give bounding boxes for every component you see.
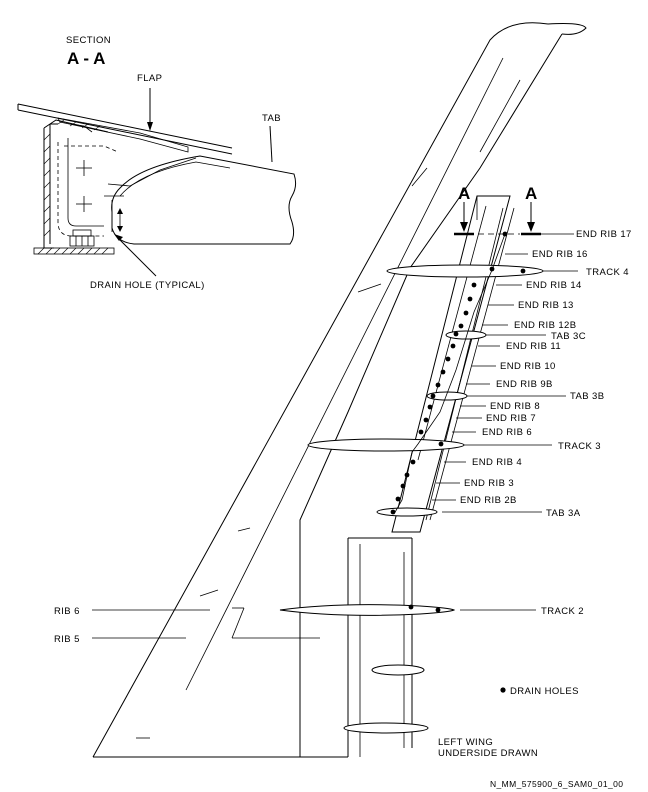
drain-hole — [395, 496, 401, 502]
drain-hole — [408, 604, 414, 610]
crosshair-marks — [76, 160, 92, 212]
drain-hole — [520, 268, 526, 274]
drain-fitting — [69, 229, 95, 247]
figure-id: N_MM_575900_6_SAM0_01_00 — [490, 779, 623, 789]
section-heading: SECTION — [66, 35, 111, 46]
drain-hole — [438, 441, 444, 447]
drain-hole — [400, 483, 406, 489]
drain-holes — [390, 231, 526, 613]
label-end-rib-13: END RIB 13 — [518, 300, 574, 311]
drain-hole — [463, 310, 469, 316]
label-end-rib-16: END RIB 16 — [532, 249, 588, 260]
label-rib-6: RIB 6 — [54, 606, 80, 617]
drain-hole — [450, 343, 456, 349]
drain-hole — [427, 404, 433, 410]
tab-body — [104, 155, 297, 245]
drain-hole — [440, 369, 446, 375]
label-tab-3b: TAB 3B — [570, 391, 604, 402]
section-detail: SECTION A - A FLAP TAB DRAIN HOLE (TYPIC… — [17, 35, 297, 291]
drain-hole — [445, 356, 451, 362]
drain-hole — [453, 331, 459, 337]
drain-hole — [458, 323, 464, 329]
label-end-rib-11: END RIB 11 — [506, 341, 561, 352]
drain-hole — [467, 296, 473, 302]
drain-hole — [410, 459, 416, 465]
note: LEFT WING UNDERSIDE DRAWN — [438, 737, 538, 759]
label-end-rib-14: END RIB 14 — [526, 280, 582, 291]
drain-hole — [418, 429, 424, 435]
label-end-rib-3: END RIB 3 — [464, 478, 514, 489]
drain-hole — [390, 509, 396, 515]
section-marker-right: A — [525, 184, 537, 203]
note-line-1: LEFT WING — [438, 737, 493, 748]
label-track-2: TRACK 2 — [541, 606, 584, 617]
legend-drain-holes: DRAIN HOLES — [510, 686, 579, 697]
note-line-2: UNDERSIDE DRAWN — [438, 748, 538, 759]
label-end-rib-2b: END RIB 2B — [460, 495, 517, 506]
label-track-4: TRACK 4 — [586, 267, 629, 278]
label-end-rib-4: END RIB 4 — [472, 457, 522, 468]
section-title: A - A — [67, 49, 105, 68]
drain-hole — [471, 282, 477, 288]
drain-hole — [423, 417, 429, 423]
label-tab-3c: TAB 3C — [551, 331, 586, 342]
drain-hole — [489, 266, 495, 272]
label-end-rib-7: END RIB 7 — [486, 413, 536, 424]
section-markers: A A — [454, 184, 541, 236]
tab-label: TAB — [262, 113, 281, 124]
label-rib-5: RIB 5 — [54, 634, 80, 645]
legend: DRAIN HOLES — [500, 686, 578, 697]
inboard-flap-panel — [347, 537, 413, 757]
label-end-rib-9b: END RIB 9B — [496, 379, 553, 390]
drain-hole — [435, 382, 441, 388]
callout-labels: END RIB 17 END RIB 16 TRACK 4 END RIB 14… — [54, 229, 632, 645]
label-end-rib-8: END RIB 8 — [490, 401, 540, 412]
flap-label: FLAP — [137, 73, 162, 84]
wing-outline — [92, 22, 587, 758]
drain-hole-chain — [393, 233, 506, 515]
spar-channel — [33, 119, 115, 255]
drain-hole — [404, 472, 410, 478]
legend-drain-hole-marker — [500, 687, 506, 693]
label-end-rib-6: END RIB 6 — [482, 427, 532, 438]
label-end-rib-10: END RIB 10 — [500, 361, 556, 372]
label-end-rib-12b: END RIB 12B — [514, 320, 576, 331]
drain-hole — [430, 393, 436, 399]
section-marker-left: A — [458, 184, 470, 203]
label-end-rib-17: END RIB 17 — [576, 229, 632, 240]
drain-hole — [502, 231, 508, 237]
drain-hole-label: DRAIN HOLE (TYPICAL) — [90, 280, 205, 291]
label-track-3: TRACK 3 — [558, 441, 601, 452]
callout-leaders — [92, 233, 578, 639]
drain-hole — [435, 607, 441, 613]
label-tab-3a: TAB 3A — [546, 508, 581, 519]
